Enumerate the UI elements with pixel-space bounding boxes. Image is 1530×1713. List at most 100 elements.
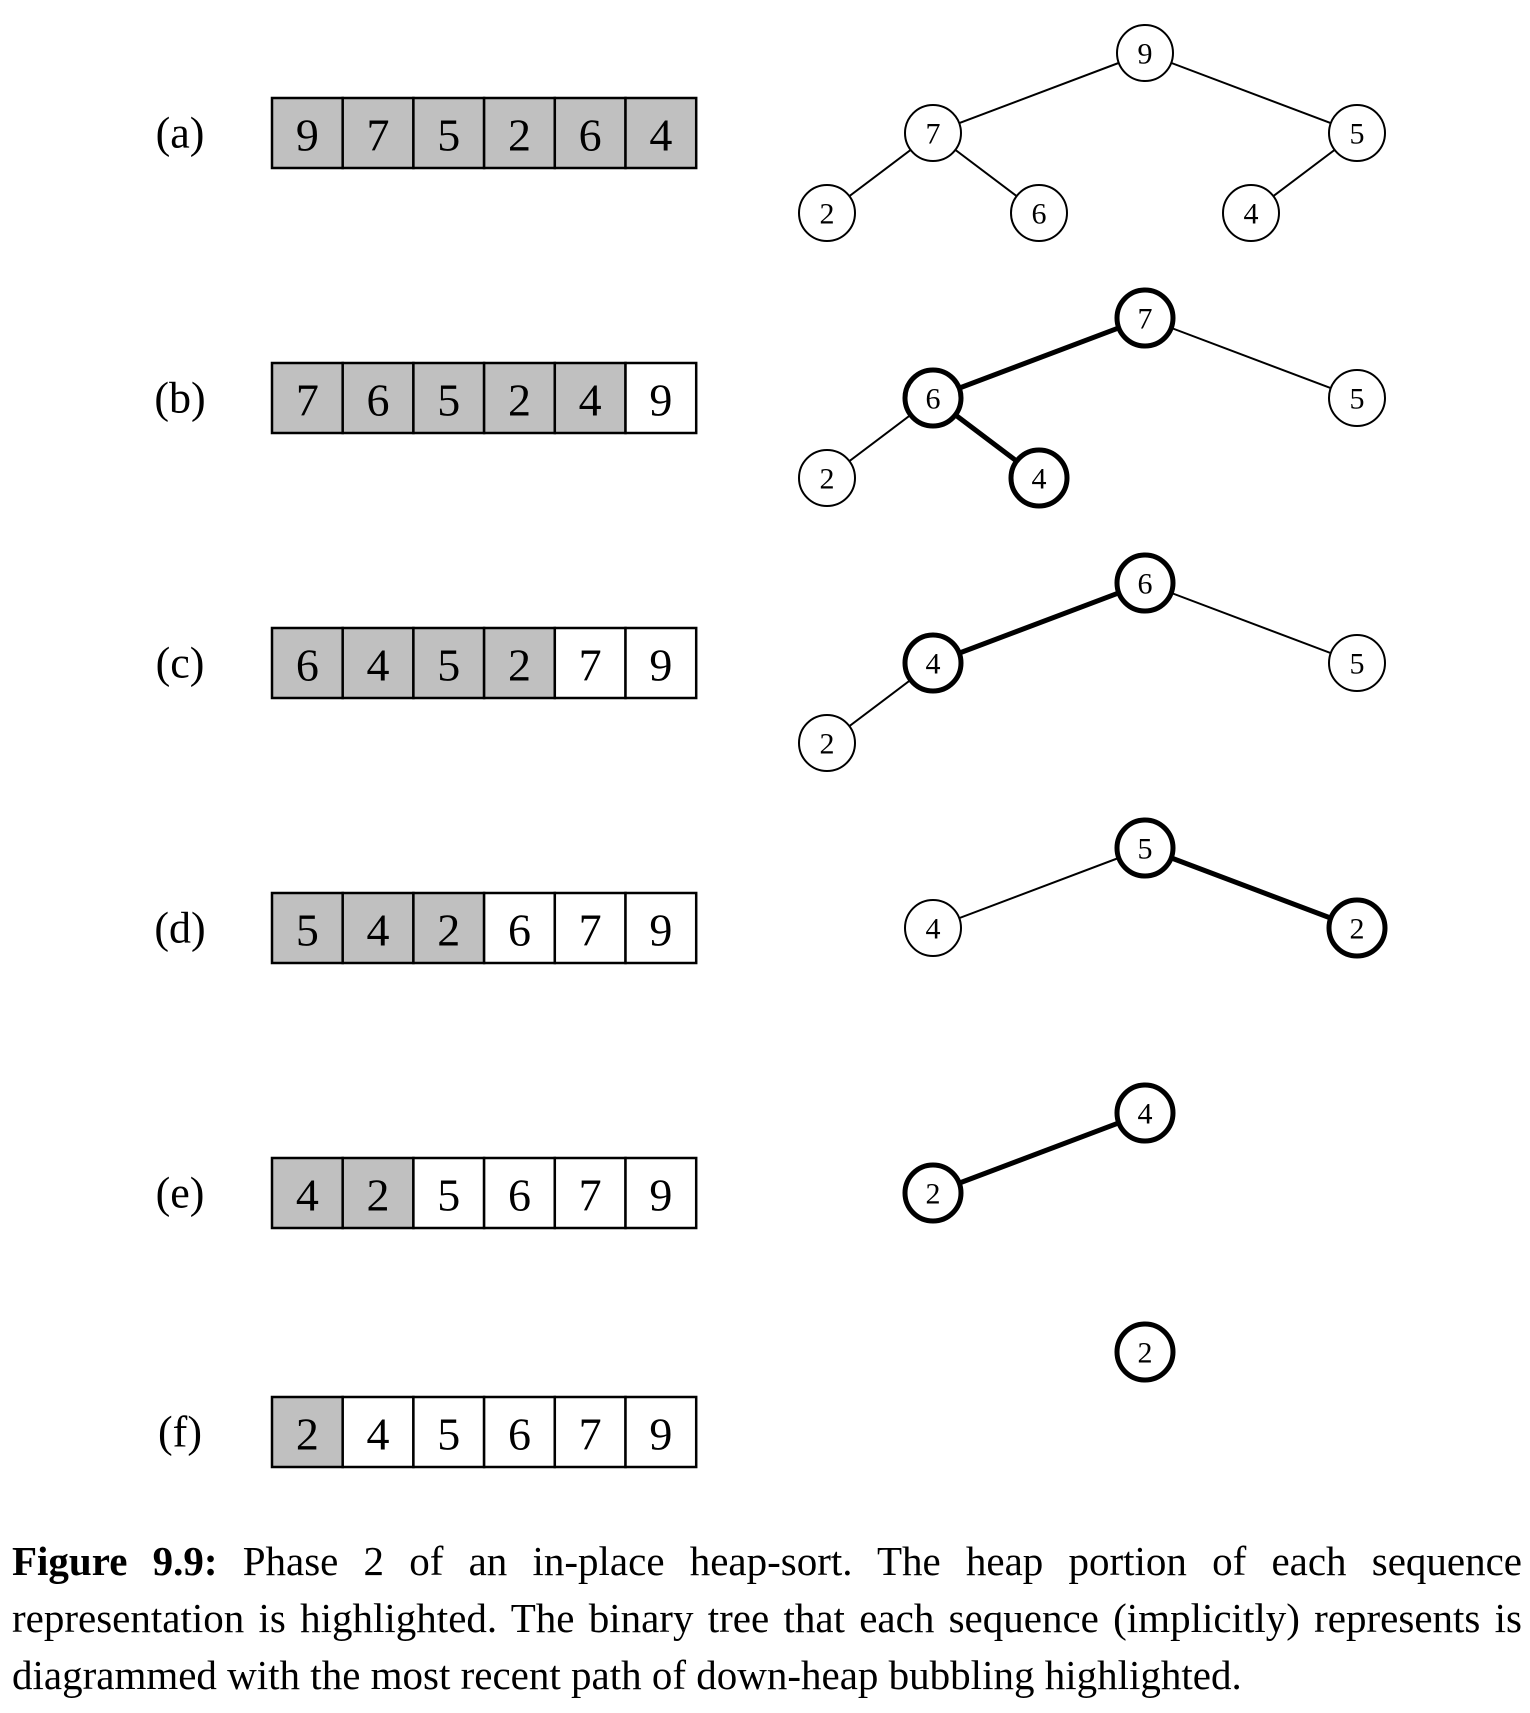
- heap-cell: [412, 361, 486, 435]
- sorted-cell: [624, 626, 698, 700]
- bubbling-path-node: [1114, 1082, 1176, 1144]
- node-value: 4: [926, 648, 941, 681]
- cell-value: 7: [367, 110, 390, 161]
- bubbling-path-node: [1114, 817, 1176, 879]
- tree-node: [1328, 634, 1386, 692]
- sorted-cell: [482, 1156, 557, 1230]
- node-value: 2: [926, 1178, 941, 1211]
- heap-sort-figure: (a) 9 7 5 2 6 497 52 6 4(b) 7 6 5 2 4 976 52 4(c) 6 4 5 2 7 964…: [154, 24, 1388, 1469]
- sorted-cell: [624, 1156, 698, 1230]
- heap-cell: [553, 361, 627, 435]
- cell-value: 7: [579, 1170, 602, 1221]
- sorted-cell: [412, 1156, 486, 1230]
- tree-edge: [1144, 52, 1358, 134]
- cell-value: 6: [508, 1409, 531, 1460]
- cell-value: 6: [579, 110, 602, 161]
- cell-value: 9: [296, 110, 319, 161]
- caption-body: Phase 2 of an in-place heap-sort. The he…: [12, 1538, 1523, 1698]
- bubbling-path-node: [902, 632, 964, 694]
- cell-value: 4: [367, 640, 390, 691]
- bubbling-path-edge: [932, 580, 1146, 666]
- heap-cell: [270, 1156, 344, 1230]
- sorted-cell: [624, 361, 698, 435]
- tree-node: [1328, 369, 1386, 427]
- figure-caption: Figure 9.9: Phase 2 of an in-place heap-…: [12, 1533, 1522, 1704]
- tree-node: [798, 449, 856, 507]
- cell-value: 4: [367, 1409, 390, 1460]
- cell-value: 5: [437, 1170, 460, 1221]
- heap-step: (c) 6 4 5 2 7 964 52: [156, 552, 1386, 772]
- bubbling-path-node: [902, 1162, 964, 1224]
- cell-value: 2: [367, 1170, 390, 1221]
- tree-node: [1222, 184, 1280, 242]
- bubbling-path-node: [1008, 447, 1070, 509]
- sorted-cell: [553, 891, 627, 965]
- heap-cell: [341, 626, 415, 700]
- cell-value: 9: [649, 1170, 672, 1221]
- heap-step: (a) 9 7 5 2 6 497 52 6 4: [156, 24, 1386, 242]
- heap-cell: [553, 96, 627, 170]
- bubbling-path-node: [1326, 897, 1388, 959]
- heap-step: (d) 5 4 2 6 7 954 2: [154, 817, 1388, 965]
- cell-value: 7: [296, 375, 319, 426]
- row-label: (b): [154, 374, 205, 423]
- tree-edge: [1144, 317, 1358, 399]
- node-value: 4: [1244, 198, 1259, 231]
- sorted-cell: [624, 891, 698, 965]
- bubbling-path-edge: [1144, 845, 1358, 931]
- node-value: 4: [1032, 463, 1047, 496]
- row-label: (c): [156, 639, 205, 688]
- node-value: 2: [1350, 913, 1365, 946]
- heap-cell: [624, 96, 698, 170]
- cell-value: 5: [437, 110, 460, 161]
- cell-value: 2: [508, 110, 531, 161]
- heap-step: (e) 4 2 5 6 7 942: [156, 1082, 1176, 1230]
- cell-value: 6: [296, 640, 319, 691]
- cell-value: 4: [579, 375, 602, 426]
- tree-node: [1010, 184, 1068, 242]
- cell-value: 5: [296, 905, 319, 956]
- cell-value: 7: [579, 640, 602, 691]
- cell-value: 4: [367, 905, 390, 956]
- tree-node: [1116, 24, 1174, 82]
- heap-step: (f) 2 4 5 6 7 92: [158, 1321, 1176, 1469]
- heap-cell: [412, 626, 486, 700]
- bubbling-path-node: [1114, 552, 1176, 614]
- heap-cell: [412, 96, 486, 170]
- node-value: 7: [926, 118, 941, 151]
- row-label: (a): [156, 109, 205, 158]
- sorted-cell: [341, 1395, 415, 1469]
- cell-value: 5: [437, 375, 460, 426]
- bubbling-path-node: [1114, 287, 1176, 349]
- heap-cell: [341, 96, 415, 170]
- node-value: 4: [926, 913, 941, 946]
- node-value: 5: [1350, 383, 1365, 416]
- node-value: 6: [926, 383, 941, 416]
- heap-cell: [270, 96, 344, 170]
- sorted-cell: [553, 1156, 627, 1230]
- sorted-cell: [482, 1395, 557, 1469]
- tree-edge: [1144, 582, 1358, 664]
- cell-value: 2: [508, 640, 531, 691]
- tree-edge: [932, 52, 1146, 134]
- bubbling-path-edge: [932, 1110, 1146, 1196]
- tree-node: [798, 184, 856, 242]
- tree-node: [904, 104, 962, 162]
- cell-value: 5: [437, 1409, 460, 1460]
- tree-node: [1328, 104, 1386, 162]
- cell-value: 5: [437, 640, 460, 691]
- row-label: (d): [154, 904, 205, 953]
- bubbling-path-edge: [932, 315, 1146, 401]
- row-label: (e): [156, 1169, 205, 1218]
- heap-cell: [341, 1156, 415, 1230]
- node-value: 6: [1138, 568, 1153, 601]
- node-value: 2: [1138, 1337, 1153, 1370]
- tree-edge: [932, 847, 1146, 929]
- heap-cell: [341, 361, 415, 435]
- node-value: 2: [820, 198, 835, 231]
- cell-value: 9: [649, 1409, 672, 1460]
- cell-value: 6: [508, 1170, 531, 1221]
- sorted-cell: [624, 1395, 698, 1469]
- node-value: 9: [1138, 38, 1153, 71]
- tree-node: [904, 899, 962, 957]
